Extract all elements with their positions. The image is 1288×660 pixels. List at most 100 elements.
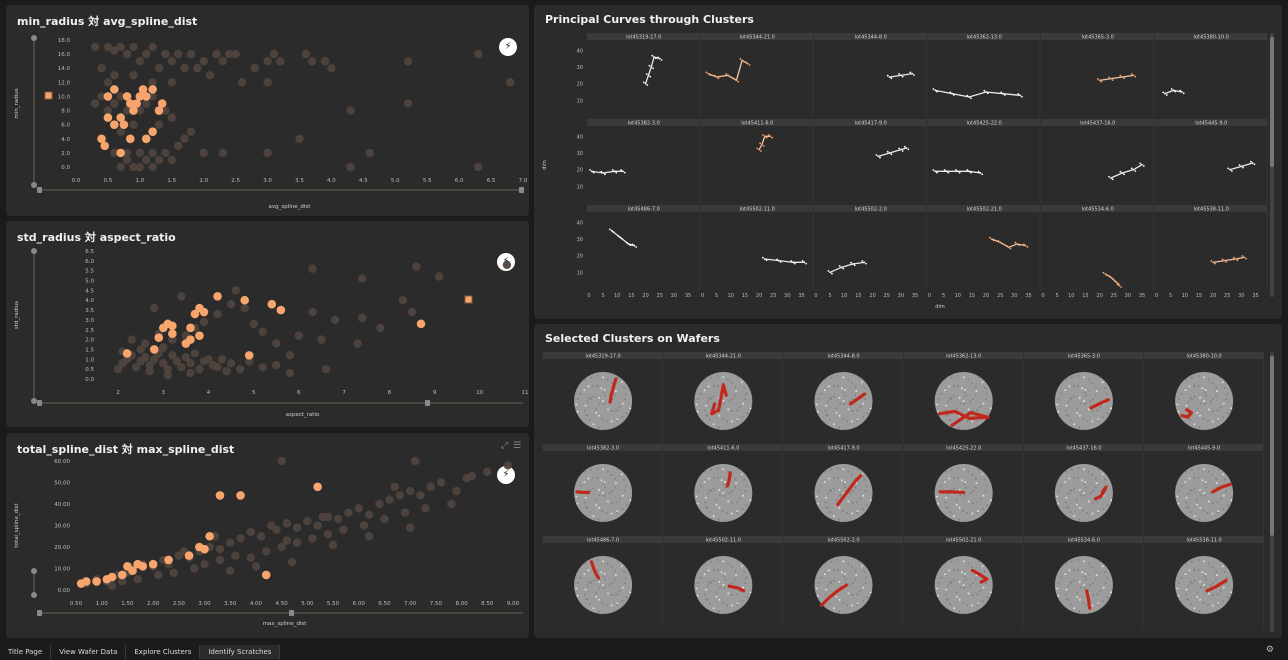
wafer-die xyxy=(851,566,853,568)
curve-point xyxy=(842,267,845,270)
data-point xyxy=(190,349,200,358)
curve-point xyxy=(625,241,628,244)
tab-title-page[interactable]: Title Page xyxy=(0,645,52,659)
wafer-die xyxy=(971,566,973,568)
curve-point xyxy=(831,272,833,275)
wafer-die xyxy=(1204,481,1207,483)
expand-icon[interactable]: ⤢ xyxy=(501,441,509,451)
y-tick-label: 60.00 xyxy=(54,459,70,465)
scatter-panel-2: std_radius 対 aspect_ratio ⚡ 234567891011… xyxy=(6,221,529,427)
principal-curve xyxy=(764,258,805,263)
wafer-die xyxy=(1101,565,1104,568)
wafer-die xyxy=(1084,520,1086,523)
menu-icon[interactable]: ☰ xyxy=(513,441,522,451)
principal-curve xyxy=(878,147,907,157)
wafer-die xyxy=(623,478,625,481)
wafer-die xyxy=(1204,428,1207,431)
x-tick-label: 10 xyxy=(1068,293,1074,299)
wafer-die xyxy=(861,416,864,418)
wafer-die xyxy=(957,375,959,377)
scatter-plot-total-spline[interactable]: 0.50 1.00 1.50 2.00 2.50 3.00 3.50 4.00 4.50 5.00… xyxy=(6,433,529,638)
curve-point xyxy=(652,67,654,70)
curve-point xyxy=(610,229,613,232)
y-tick-label: 14.0 xyxy=(58,66,71,72)
data-point xyxy=(483,467,492,476)
wafer-die xyxy=(621,381,623,384)
x-axis-label: avg_spline_dist xyxy=(269,204,312,210)
scatter-plot-std-radius[interactable]: 2 3 4 5 6 7 8 9 10 110.00.51.01.52.02.53.03.54.04… xyxy=(6,221,529,427)
wafer-grid[interactable]: lot45319-17.0 lot45344-21.0 lot45344-8.0 lo… xyxy=(534,324,1282,638)
curve-point xyxy=(739,58,742,60)
y-tick-label: 1.0 xyxy=(85,357,94,363)
wafer-die xyxy=(1091,512,1094,515)
wafer-die xyxy=(983,478,986,481)
scrollbar[interactable] xyxy=(1270,352,1274,632)
flash-icon[interactable]: ⚡ xyxy=(497,466,515,484)
curve-point xyxy=(977,170,980,173)
wafer-die xyxy=(963,587,966,589)
flash-icon[interactable]: ⚡ xyxy=(499,38,517,56)
data-point xyxy=(97,92,106,101)
wafer-die xyxy=(1070,468,1073,471)
data-point xyxy=(250,64,259,73)
wafer-die xyxy=(971,420,974,423)
wafer-die xyxy=(592,395,595,398)
tab-view-wafer-data[interactable]: View Wafer Data xyxy=(51,645,127,659)
curve-point xyxy=(627,243,630,245)
y-range-slider-handle xyxy=(31,35,37,41)
curve-point xyxy=(762,145,765,147)
wafer-label: lot45417-9.0 xyxy=(827,446,859,452)
wafer-die xyxy=(1176,403,1179,406)
wafer-die xyxy=(1216,390,1218,392)
wafer-die xyxy=(703,389,706,391)
data-point xyxy=(308,264,317,273)
wafer-die xyxy=(843,612,846,615)
wafer-die xyxy=(984,490,987,492)
wafer-die xyxy=(1193,423,1196,426)
scrollbar[interactable] xyxy=(1270,33,1274,297)
wafer-die xyxy=(958,414,961,417)
curve-point xyxy=(1111,79,1114,81)
x-axis-label: max_spline_dist xyxy=(263,621,308,627)
data-point xyxy=(145,361,154,370)
scatter-plot-min-radius[interactable]: 0.0 0.5 1.0 1.5 2.0 2.5 3.0 3.5 4.0 4.5 5.0 5.5 6.0 6… xyxy=(6,5,529,216)
wafer-die xyxy=(1180,393,1183,395)
wafer-die xyxy=(964,612,966,615)
selected-point xyxy=(205,531,214,541)
gear-icon[interactable]: ⚙ xyxy=(1265,645,1274,655)
wafer-die xyxy=(851,420,853,423)
wafer-header xyxy=(783,352,903,359)
data-point xyxy=(180,64,189,73)
wafer-die xyxy=(590,468,592,471)
wafer-die xyxy=(1225,582,1227,584)
wafer-die xyxy=(835,596,838,598)
wafer-die xyxy=(1089,584,1092,587)
wafer-die xyxy=(1190,398,1193,400)
x-tick-label: 6.00 xyxy=(353,601,366,607)
wafer-die xyxy=(1098,560,1100,563)
wafer-die xyxy=(1204,483,1206,486)
facet-label: lot45538-11.0 xyxy=(1194,207,1229,213)
wafer-die xyxy=(947,400,949,403)
tab-identify-scratches[interactable]: Identify Scratches xyxy=(200,645,281,659)
y-tick-label: 50.00 xyxy=(54,481,70,487)
selected-point xyxy=(103,113,113,122)
wafer-die xyxy=(824,409,827,412)
wafer-die xyxy=(596,467,599,469)
wafer-die xyxy=(1196,504,1198,506)
curve-point xyxy=(1174,90,1177,93)
wafer-die xyxy=(828,569,830,572)
wafer-die xyxy=(735,574,737,576)
wafer-die xyxy=(625,504,628,507)
wafer-die xyxy=(854,578,857,581)
wafer-header xyxy=(1144,352,1264,359)
wafer-die xyxy=(1185,378,1187,381)
wafer-die xyxy=(975,574,978,576)
wafer-die xyxy=(1092,398,1094,400)
wafer-die xyxy=(1096,419,1099,422)
wafer-die xyxy=(1222,508,1225,510)
wafer-die xyxy=(610,474,613,476)
tab-explore-clusters[interactable]: Explore Clusters xyxy=(126,645,201,659)
data-point xyxy=(110,46,119,55)
